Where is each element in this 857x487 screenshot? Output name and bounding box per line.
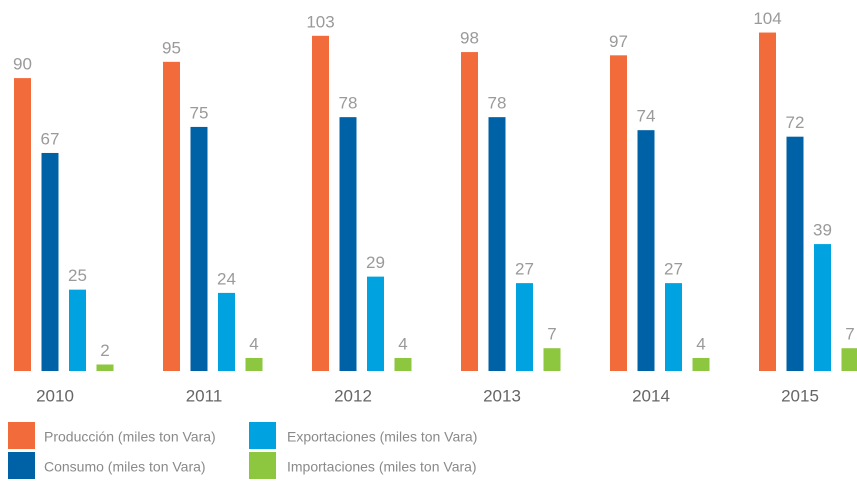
data-label: 2 [100,341,109,360]
data-label: 104 [753,9,781,28]
data-label: 25 [68,266,87,285]
bar [41,152,59,371]
bar [516,283,533,371]
data-label: 27 [664,260,683,279]
legend-swatch [249,422,276,449]
bar [692,357,710,371]
bar [367,276,384,371]
bar [163,61,180,371]
legend-label: Importaciones (miles ton Vara) [287,459,477,475]
legend-swatch [8,422,35,449]
bar [69,289,86,371]
data-label: 4 [249,334,258,353]
bar [759,32,776,372]
data-label: 95 [162,38,181,57]
bar [218,292,235,371]
bar [14,78,31,372]
bar [488,117,506,371]
x-tick-label: 2010 [36,386,74,405]
data-label: 7 [845,325,854,344]
data-label: 39 [813,221,832,240]
data-label: 74 [637,107,656,126]
x-tick-label: 2012 [334,386,372,405]
data-label: 72 [786,113,805,132]
x-tick-label: 2011 [186,386,223,405]
x-tick-label: 2013 [483,386,521,405]
legend-label: Exportaciones (miles ton Vara) [287,429,477,445]
x-tick-label: 2014 [632,386,670,405]
data-label: 78 [339,94,358,113]
bar [339,117,357,371]
data-label: 27 [515,260,534,279]
bar [312,35,329,371]
data-label: 24 [217,269,236,288]
bar [841,348,857,371]
data-label: 90 [13,55,32,74]
data-label: 29 [366,253,385,272]
data-label: 67 [41,129,60,148]
data-label: 97 [609,32,628,51]
bar [786,136,804,371]
legend-swatch [8,452,35,479]
bar [190,126,208,371]
data-label: 4 [696,334,705,353]
bar [637,130,655,371]
bar [461,52,478,371]
legend-swatch [249,452,276,479]
data-label: 78 [488,94,507,113]
data-label: 4 [398,334,407,353]
data-label: 7 [547,325,556,344]
bar [96,364,114,371]
bar [814,244,831,371]
data-label: 75 [190,103,209,122]
legend-label: Consumo (miles ton Vara) [44,459,206,475]
bar [245,357,263,371]
bar [394,357,412,371]
bar [610,55,627,372]
data-label: 98 [460,29,479,48]
bar [665,283,682,371]
x-tick-label: 2015 [781,386,819,405]
bar [543,348,561,371]
legend-label: Producción (miles ton Vara) [44,429,216,445]
data-label: 103 [306,12,334,31]
